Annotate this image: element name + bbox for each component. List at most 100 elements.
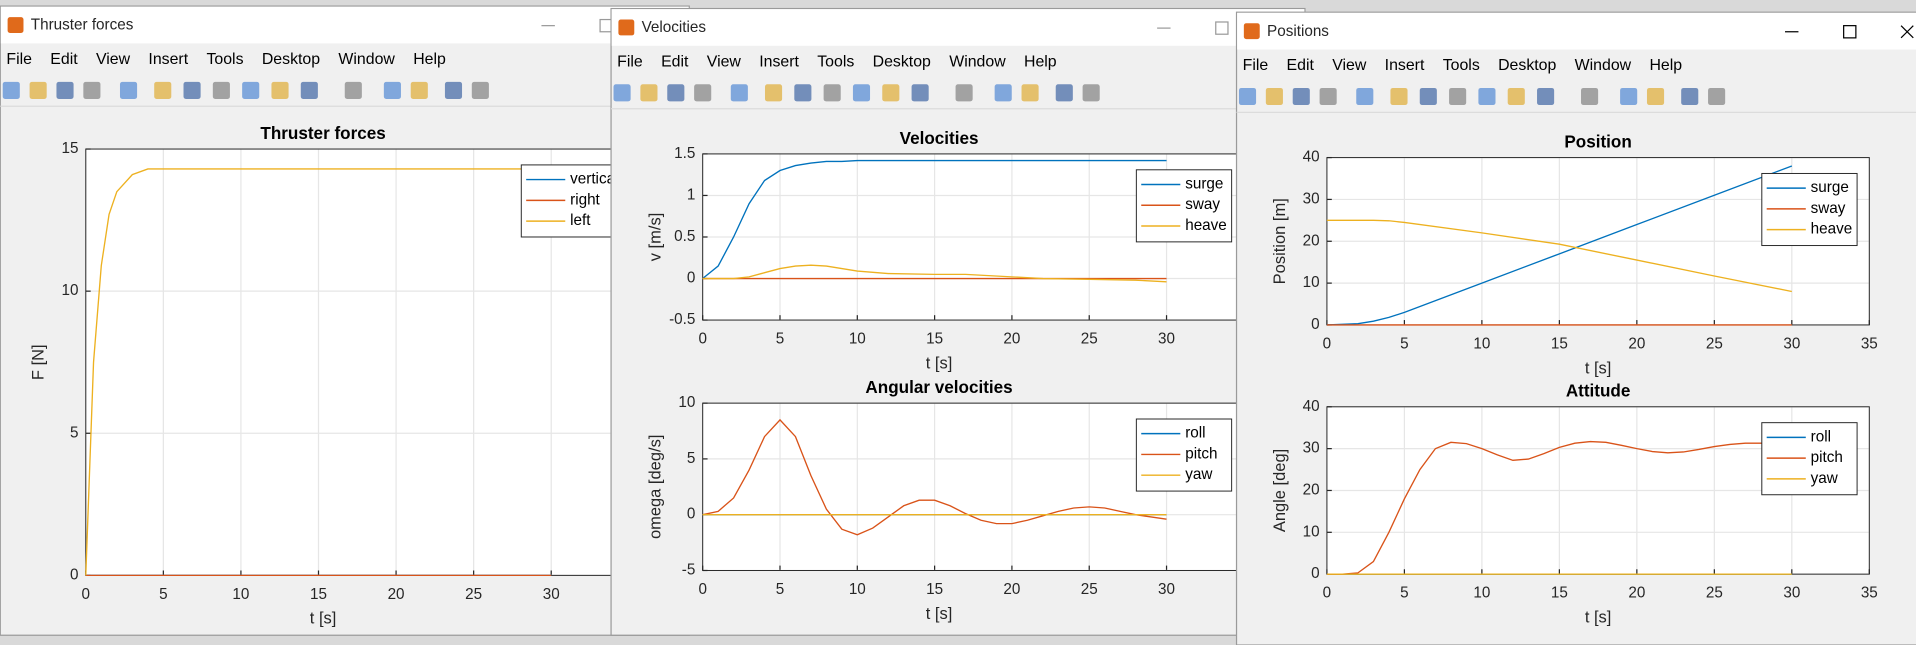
menu-item[interactable]: Desktop: [262, 51, 320, 68]
toolbar-button[interactable]: [882, 84, 900, 102]
menu-item[interactable]: File: [6, 51, 32, 68]
menu-item[interactable]: View: [1332, 57, 1367, 74]
menu-item[interactable]: Edit: [1287, 57, 1315, 74]
toolbar-button[interactable]: [83, 81, 101, 99]
title-bar: [611, 9, 1305, 46]
chart-title: Position: [1564, 132, 1631, 151]
app-icon: [7, 17, 24, 33]
toolbar-button[interactable]: [344, 81, 362, 99]
app-icon: [618, 19, 635, 36]
toolbar-button[interactable]: [1292, 87, 1310, 106]
toolbar-button[interactable]: [1681, 87, 1699, 106]
toolbar-button[interactable]: [694, 84, 712, 102]
menu-item[interactable]: Insert: [759, 53, 799, 70]
toolbar-button[interactable]: [1478, 87, 1496, 106]
menu-item[interactable]: Desktop: [1498, 57, 1556, 74]
window: Positions File Edit View Insert Tools Desktop W…: [1235, 11, 1916, 645]
x-tick-label: 30: [1783, 336, 1800, 353]
toolbar-button[interactable]: [271, 81, 289, 99]
toolbar-button[interactable]: [1419, 87, 1437, 106]
toolbar-button[interactable]: [1082, 84, 1100, 102]
menu-item[interactable]: Edit: [50, 51, 78, 68]
toolbar-button[interactable]: [410, 81, 428, 99]
maximize-button[interactable]: [1215, 21, 1229, 35]
menu-item[interactable]: Window: [949, 53, 1006, 70]
toolbar-button[interactable]: [1537, 87, 1555, 106]
menu-item[interactable]: Help: [1024, 53, 1057, 70]
toolbar-button[interactable]: [1021, 84, 1039, 102]
menu-item[interactable]: Insert: [1385, 57, 1425, 74]
toolbar-button[interactable]: [29, 81, 47, 99]
toolbar-button[interactable]: [56, 81, 74, 99]
chart-title: Thruster forces: [260, 124, 385, 143]
x-tick-label: 30: [543, 586, 560, 603]
menu-item[interactable]: View: [707, 53, 742, 70]
menu-item[interactable]: Help: [413, 51, 446, 68]
menu-item[interactable]: File: [1243, 57, 1269, 74]
y-tick-label: 1: [687, 186, 695, 203]
toolbar-button[interactable]: [794, 84, 812, 102]
toolbar-button[interactable]: [383, 81, 401, 99]
toolbar-button[interactable]: [183, 81, 201, 99]
menu-item[interactable]: Tools: [1443, 57, 1480, 74]
toolbar-button[interactable]: [300, 81, 318, 99]
menu-item[interactable]: Help: [1649, 57, 1682, 74]
toolbar-button[interactable]: [1356, 87, 1374, 106]
toolbar-button[interactable]: [1238, 87, 1257, 106]
toolbar-button[interactable]: [119, 81, 138, 99]
toolbar-button[interactable]: [1620, 87, 1638, 106]
maximize-button[interactable]: [1843, 25, 1857, 39]
toolbar-button[interactable]: [1507, 87, 1525, 106]
y-tick-label: 20: [1303, 232, 1320, 249]
toolbar-button[interactable]: [2, 81, 20, 99]
legend-label: sway: [1185, 196, 1220, 213]
toolbar-button[interactable]: [994, 84, 1012, 102]
toolbar-button[interactable]: [1055, 84, 1073, 102]
toolbar-button[interactable]: [1581, 87, 1599, 106]
toolbar-button[interactable]: [852, 84, 871, 102]
y-tick-label: 30: [1303, 440, 1320, 457]
toolbar-button[interactable]: [212, 81, 230, 99]
toolbar-button[interactable]: [823, 84, 841, 102]
toolbar-button[interactable]: [1319, 87, 1337, 106]
toolbar-button[interactable]: [730, 84, 748, 102]
x-tick-label: 5: [1400, 336, 1408, 353]
y-tick-label: 40: [1303, 398, 1320, 415]
y-tick-label: 20: [1303, 482, 1320, 499]
toolbar-button[interactable]: [1708, 87, 1726, 106]
y-tick-label: 1.5: [674, 145, 695, 162]
toolbar-button[interactable]: [471, 81, 489, 99]
toolbar-button[interactable]: [640, 84, 658, 102]
menu-item[interactable]: Insert: [148, 51, 188, 68]
menu-item[interactable]: Tools: [817, 53, 854, 70]
toolbar-button[interactable]: [242, 81, 260, 99]
toolbar-button[interactable]: [154, 81, 172, 99]
toolbar-button[interactable]: [1265, 87, 1283, 106]
toolbar-button[interactable]: [764, 84, 783, 102]
menu-item[interactable]: File: [617, 53, 643, 70]
menu-item[interactable]: Tools: [206, 51, 243, 68]
toolbar-button[interactable]: [667, 84, 685, 102]
x-tick-label: 25: [1081, 581, 1098, 598]
x-tick-label: 10: [849, 331, 866, 348]
menu-item[interactable]: Desktop: [873, 53, 931, 70]
window-title: Positions: [1267, 23, 1329, 40]
toolbar-button[interactable]: [911, 84, 929, 102]
menu-item[interactable]: Edit: [661, 53, 689, 70]
toolbar-button[interactable]: [1646, 87, 1665, 106]
menu-item[interactable]: Window: [1575, 57, 1632, 74]
menu-item[interactable]: Window: [338, 51, 395, 68]
y-axis-label: omega [deg/s]: [647, 435, 665, 539]
toolbar-button[interactable]: [955, 84, 973, 102]
x-tick-label: 25: [1706, 336, 1723, 353]
menu-item[interactable]: View: [96, 51, 131, 68]
toolbar-button[interactable]: [1390, 87, 1408, 106]
toolbar-button[interactable]: [444, 81, 463, 99]
x-tick-label: 30: [1158, 581, 1175, 598]
close-button[interactable]: [1900, 25, 1914, 39]
y-axis-label: Angle [deg]: [1271, 449, 1289, 532]
toolbar-button[interactable]: [1449, 87, 1467, 106]
toolbar-button[interactable]: [613, 84, 631, 102]
